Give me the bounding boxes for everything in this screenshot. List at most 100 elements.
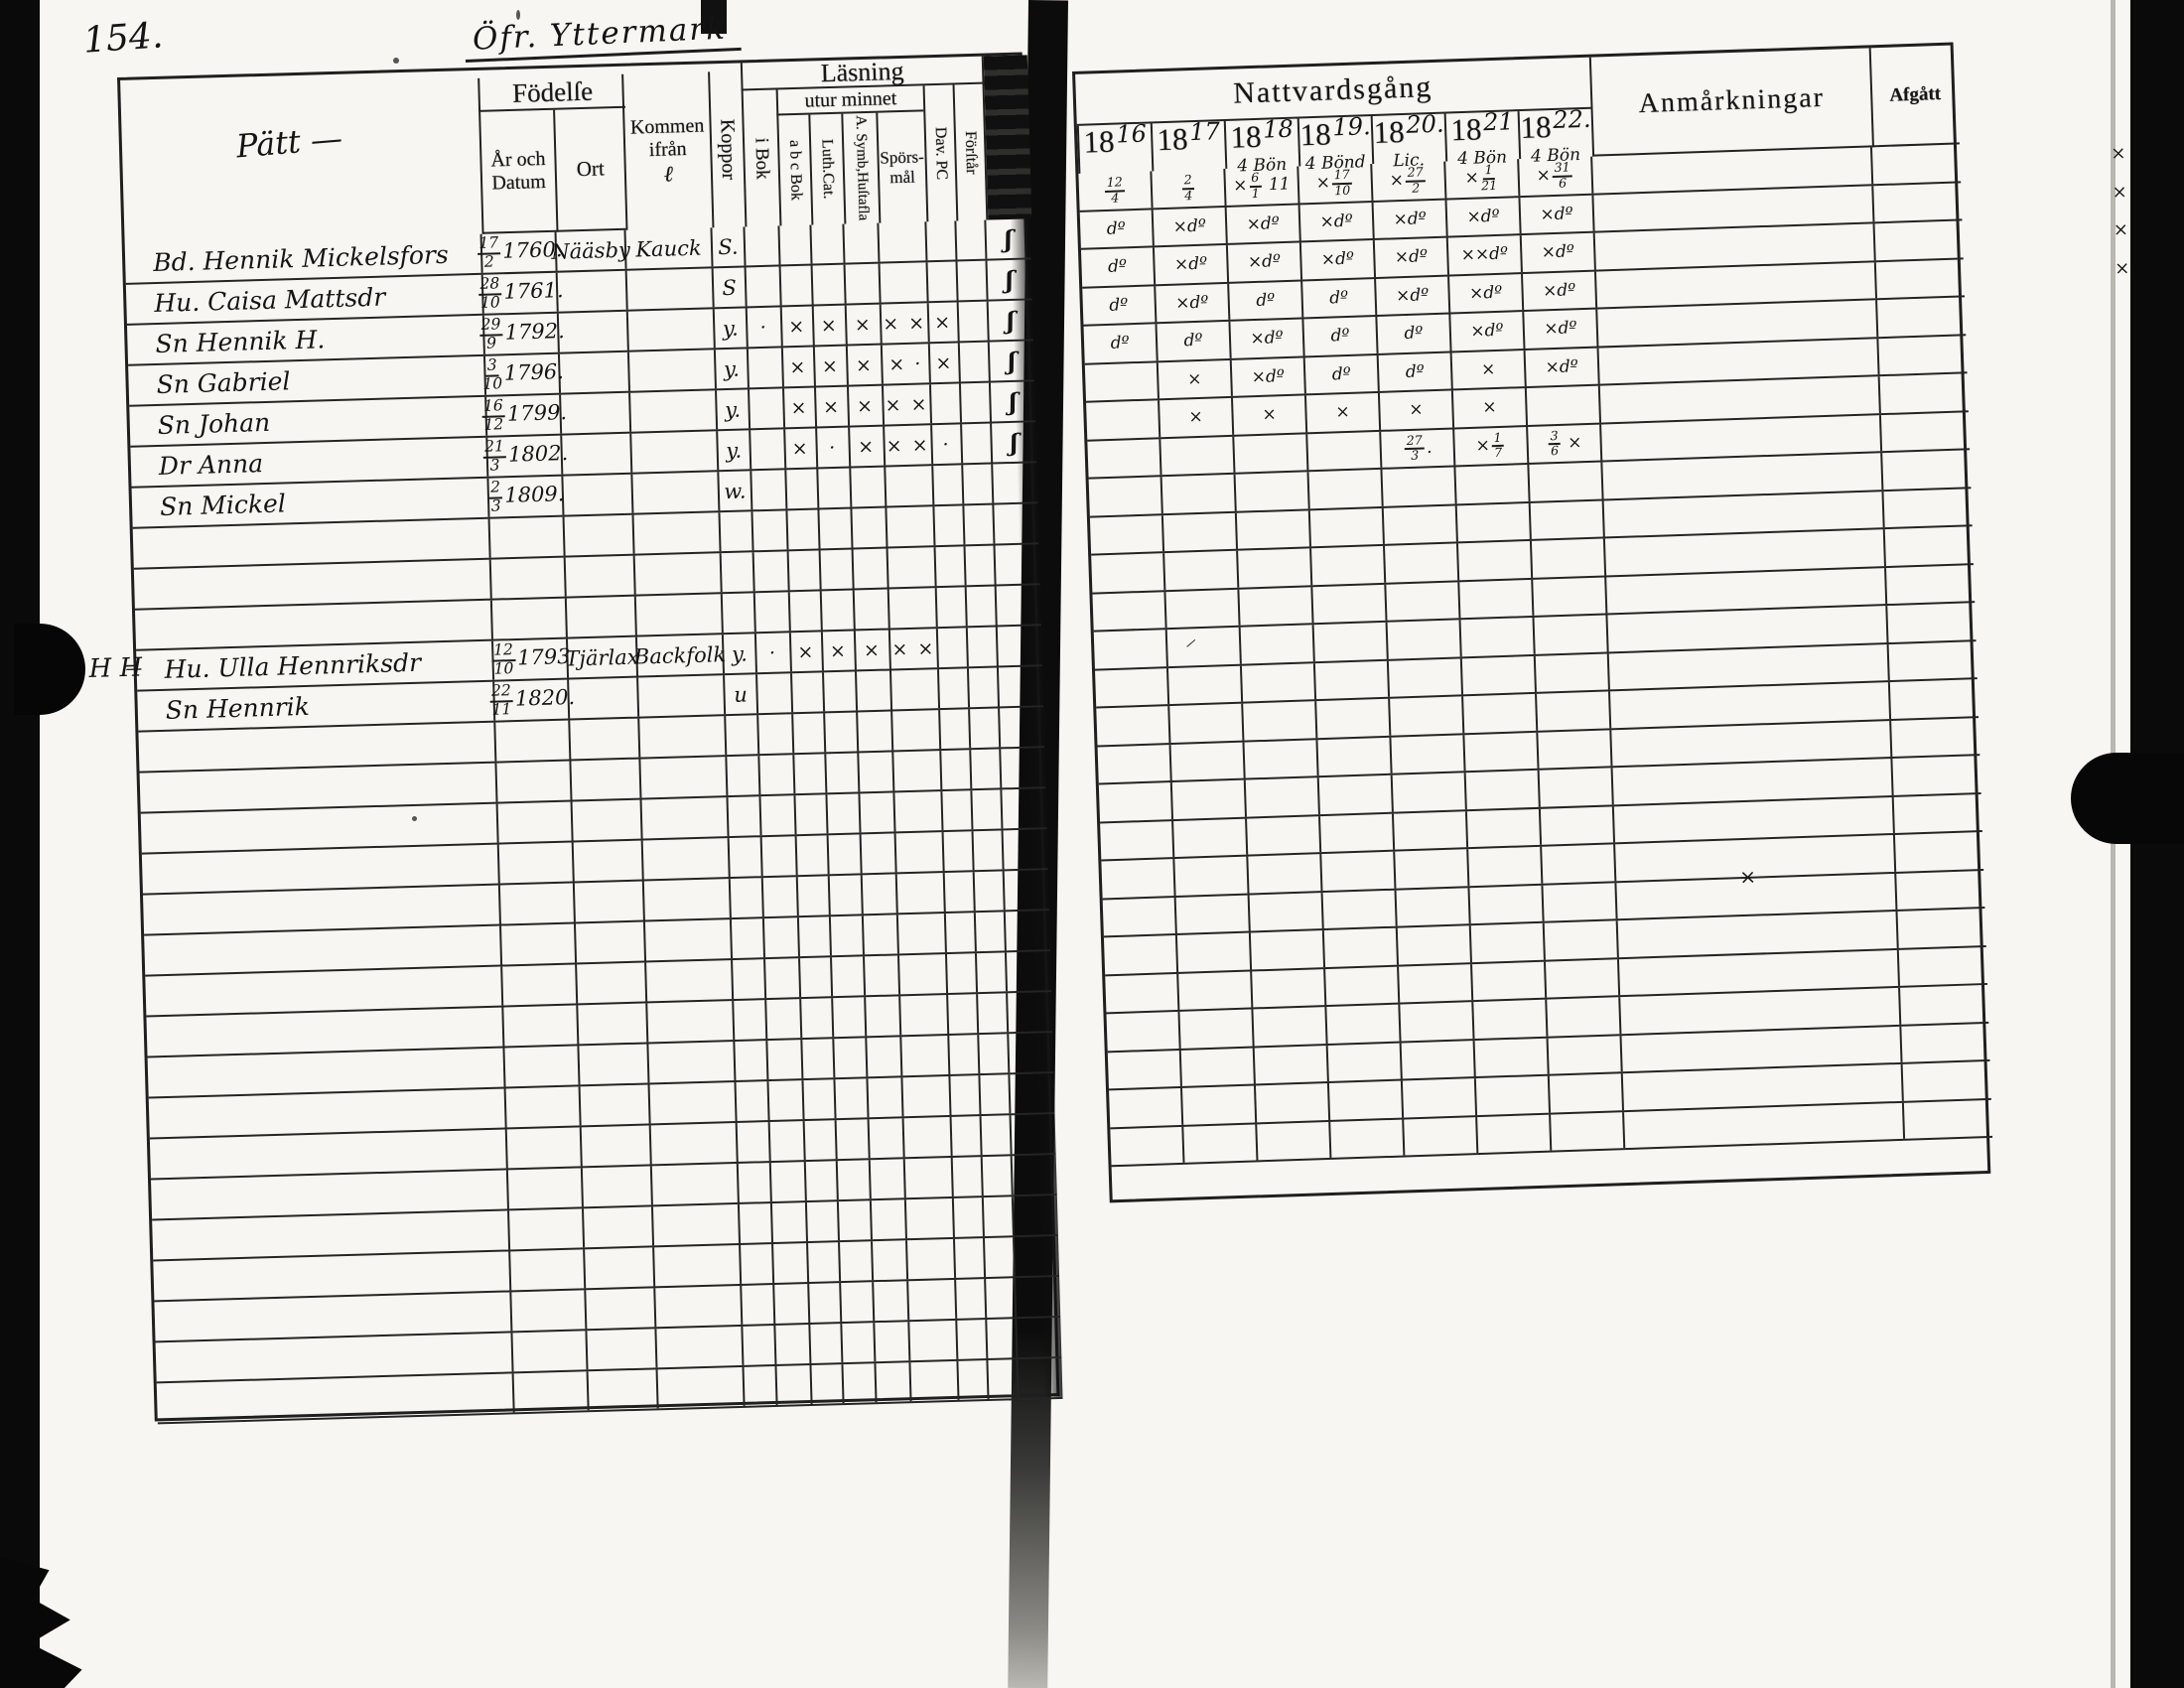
gutter-smudge-cell [1013,1196,1058,1236]
communion-cell [1549,1073,1624,1113]
communion-mark: ×dº [1173,253,1208,275]
reading-mark: × × [891,636,936,660]
smallpox-cell: u [725,674,759,715]
reading-mark-cell [828,834,863,875]
birth-date-cell [509,1208,586,1250]
gutter-smudge-cell: ʃ [990,381,1036,422]
communion-cell: ×dº [1231,356,1306,396]
came-from-cell [628,350,717,391]
birth-date: 16 12 1799. [480,396,568,434]
communion-mark: ×dº [1541,241,1575,263]
book-clasp-right [2071,753,2184,844]
communion-cell [1473,999,1549,1039]
smallpox-cell: y. [715,349,750,389]
birthplace-cell [585,1247,656,1289]
person-name: Bd. Hennik Mickelsfors [152,239,450,278]
reading-mark-cell [949,1035,981,1074]
reading-mark-cell [804,1120,838,1161]
gutter-smudge-cell [1004,870,1049,911]
gutter-smudge-cell [1000,707,1045,748]
communion-cell [1103,934,1179,974]
reading-mark-cell [809,1283,843,1323]
forstar-cell [958,301,990,342]
communion-cell [1475,1075,1552,1115]
came-from-cell [627,309,716,351]
reading-mark-cell: · [755,633,792,673]
reading-mark-cell [833,997,868,1038]
birthplace-cell [558,311,629,352]
reading-mark-cell [776,1364,813,1405]
forstar-cell [983,1196,1015,1237]
communion-mark: dº [1331,363,1352,385]
communion-cell: ×dº [1446,197,1522,236]
communion-cell [1087,438,1162,478]
communion-cell [1477,1114,1553,1154]
reading-mark-cell [767,1040,804,1080]
birth-date: 12 10 1793 [490,640,571,678]
reading-mark-cell [792,672,826,713]
forstar-cell [984,1237,1017,1278]
year-subnote: 4 Bönd [1304,152,1366,175]
communion-cell: × [1158,359,1233,399]
gutter-smudge-cell: ʃ [986,218,1031,259]
reading-mark-cell [812,264,847,305]
header-line: År och [490,147,546,172]
birthplace-cell: Tjärlax [565,636,639,678]
reading-mark-cell [893,751,943,791]
gutter-ink-mark: ʃ [1004,223,1014,254]
communion-cell: dº [1377,314,1452,353]
reading-mark-cell [940,709,972,750]
vertical-label: Förſtår [961,130,981,175]
communion-cell: ×dº [1449,273,1525,313]
reading-mark-cell [838,1200,873,1241]
smallpox-cell [730,878,764,918]
person-name: Hu. Ulla Hennriksdr [164,647,422,684]
communion-mark: ××dº [1460,243,1509,266]
reading-mark-cell [865,955,901,996]
reading-mark-cell [853,548,889,589]
smallpox-cell: y. [714,308,749,349]
reading-mark-cell [944,872,976,913]
communion-cell: ×dº [1226,204,1301,243]
reading-mark: × [856,394,876,417]
year-printed: 18 [1229,118,1263,155]
reading-mark: × [789,355,808,378]
birth-date-cell [503,1005,580,1047]
reading-mark-cell [818,468,853,508]
reading-mark-cell [758,714,795,755]
book-clasp-left [14,624,85,715]
communion-cell [1466,808,1543,848]
smallpox-cell [739,1203,774,1243]
communion-cell [1171,779,1247,819]
reading-mark-cell [757,673,794,714]
came-from-cell [634,553,723,595]
reading-mark-cell [843,1363,878,1404]
reading-mark: × [787,315,807,338]
reading-mark-cell [821,590,856,631]
reading-mark-cell [825,712,860,753]
communion-cell [1249,892,1324,931]
reading-mark-cell [762,877,799,917]
gutter-smudge-cell: ʃ [992,422,1037,463]
forstar-cell [979,1034,1011,1074]
communion-cell [1397,925,1472,965]
communion-cell [1388,657,1464,697]
communion-cell: dº [1080,247,1157,287]
forstar-cell [960,382,993,423]
gutter-ink-mark: ʃ [1005,264,1015,295]
communion-cell: ×dº [1522,271,1598,311]
birth-date: 3 10 1796. [482,355,565,393]
smallpox-cell [736,1081,770,1121]
came-from-cell [630,390,719,432]
birth-date-cell [497,801,574,843]
communion-cell: × [1379,390,1455,430]
communion-mark: × [1335,402,1350,423]
departed-cell [1890,679,1979,718]
birth-date: 22 11 1820. [488,681,576,719]
departed-cell [1892,756,1980,794]
communion-cell: × [1232,395,1308,435]
reading-mark-cell: × [847,345,884,385]
communion-cell [1547,997,1622,1037]
came-from-cell: Backfolk [634,634,726,676]
